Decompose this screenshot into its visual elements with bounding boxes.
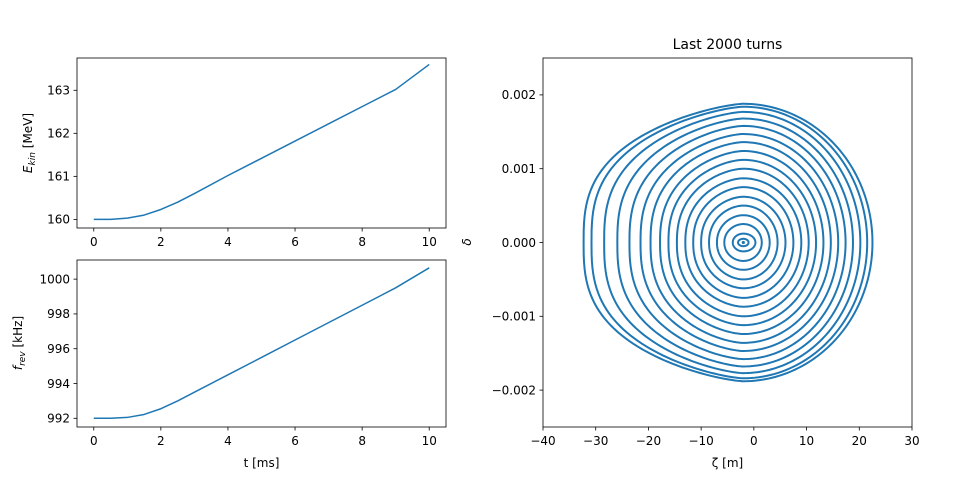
phase-space-orbit xyxy=(659,149,825,336)
energy-y-tick-label: 162 xyxy=(47,127,70,141)
phase-space-orbit xyxy=(616,117,854,368)
energy-y-tick-label: 160 xyxy=(47,213,70,227)
phase-space-x-tick-label: 10 xyxy=(799,434,814,448)
phase-space-y-tick-label: 0.000 xyxy=(502,236,536,250)
phase-space-y-tick-label: −0.001 xyxy=(492,310,536,324)
energy-x-tick-label: 8 xyxy=(358,235,366,249)
frequency-axes-frame xyxy=(76,259,447,428)
phase-space-x-tick-label: 30 xyxy=(904,434,919,448)
frequency-y-axis-label: frev [kHz] xyxy=(11,316,28,370)
frequency-x-axis-label: t [ms] xyxy=(244,456,280,470)
phase-space-orbit xyxy=(639,133,840,352)
frequency-y-ticks: 992 994 996 998 1000 xyxy=(39,272,77,426)
phase-space-orbit xyxy=(675,167,810,318)
energy-series-line xyxy=(93,63,430,221)
phase-space-x-tick-label: 20 xyxy=(852,434,867,448)
phase-space-orbit xyxy=(700,195,787,290)
energy-x-tick-label: 4 xyxy=(224,235,232,249)
phase-space-y-tick-label: −0.002 xyxy=(492,383,536,397)
energy-marks xyxy=(93,63,430,221)
phase-space-orbit xyxy=(590,105,869,380)
energy-y-axis-label: Ekin [MeV] xyxy=(21,113,38,173)
frequency-x-tick-label: 4 xyxy=(224,434,232,448)
phase-space-y-tick-label: 0.002 xyxy=(502,88,536,102)
phase-space-orbit xyxy=(692,186,795,299)
energy-x-tick-label: 6 xyxy=(291,235,299,249)
phase-space-orbit xyxy=(667,158,818,327)
energy-y-tick-label: 163 xyxy=(47,84,70,98)
phase-space-orbit xyxy=(628,124,847,361)
phase-space-center-point xyxy=(741,240,745,245)
phase-space-orbit xyxy=(731,232,757,253)
energy-axes-frame xyxy=(76,57,447,229)
phase-space-orbit xyxy=(723,223,763,262)
phase-space-x-tick-label: −40 xyxy=(530,434,555,448)
phase-space-orbit xyxy=(582,102,874,383)
frequency-x-tick-label: 10 xyxy=(422,434,437,448)
phase-space-panel: −40 −30 −20 −10 0 10 20 30 −0.002 −0.001 0.000 0.0… xyxy=(460,37,920,470)
energy-x-tick-label: 0 xyxy=(90,235,98,249)
energy-y-ticks: 160 161 162 163 xyxy=(47,84,77,227)
phase-space-orbit xyxy=(603,110,862,375)
frequency-marks xyxy=(93,267,430,420)
frequency-x-ticks: 0 2 4 6 8 10 xyxy=(90,427,437,448)
energy-y-tick-label: 161 xyxy=(47,170,70,184)
frequency-y-tick-label: 994 xyxy=(47,377,70,391)
phase-space-x-ticks: −40 −30 −20 −10 0 10 20 30 xyxy=(530,427,920,448)
phase-space-x-tick-label: −20 xyxy=(636,434,661,448)
frequency-x-tick-label: 0 xyxy=(90,434,98,448)
phase-space-title: Last 2000 turns xyxy=(673,37,783,53)
phase-space-marks xyxy=(582,102,874,383)
phase-space-orbit xyxy=(737,237,750,248)
phase-space-orbit xyxy=(708,204,779,281)
energy-x-ticks: 0 2 4 6 8 10 xyxy=(90,228,437,249)
frequency-x-tick-label: 2 xyxy=(157,434,165,448)
energy-panel: 0 2 4 6 8 10 160 161 162 163 Ekin [MeV] xyxy=(21,57,447,249)
phase-space-orbit xyxy=(649,141,832,344)
phase-space-x-axis-label: ζ [m] xyxy=(712,456,743,470)
frequency-series-line xyxy=(93,267,430,420)
phase-space-y-tick-label: 0.001 xyxy=(502,162,536,176)
frequency-y-tick-label: 996 xyxy=(47,342,70,356)
phase-space-orbit xyxy=(684,177,803,308)
frequency-y-tick-label: 992 xyxy=(47,412,70,426)
frequency-panel: 0 2 4 6 8 10 992 994 996 998 1000 t [ms] frev [kH… xyxy=(11,259,447,470)
frequency-y-tick-label: 1000 xyxy=(39,272,70,286)
energy-x-tick-label: 10 xyxy=(422,235,437,249)
frequency-y-tick-label: 998 xyxy=(47,307,70,321)
phase-space-x-tick-label: −30 xyxy=(583,434,608,448)
phase-space-x-tick-label: −10 xyxy=(688,434,713,448)
frequency-x-tick-label: 8 xyxy=(358,434,366,448)
frequency-x-tick-label: 6 xyxy=(291,434,299,448)
phase-space-orbit xyxy=(715,214,771,271)
phase-space-y-ticks: −0.002 −0.001 0.000 0.001 0.002 xyxy=(492,88,543,397)
energy-x-tick-label: 2 xyxy=(157,235,165,249)
phase-space-y-axis-label: δ xyxy=(460,238,474,245)
phase-space-x-tick-label: 0 xyxy=(750,434,758,448)
